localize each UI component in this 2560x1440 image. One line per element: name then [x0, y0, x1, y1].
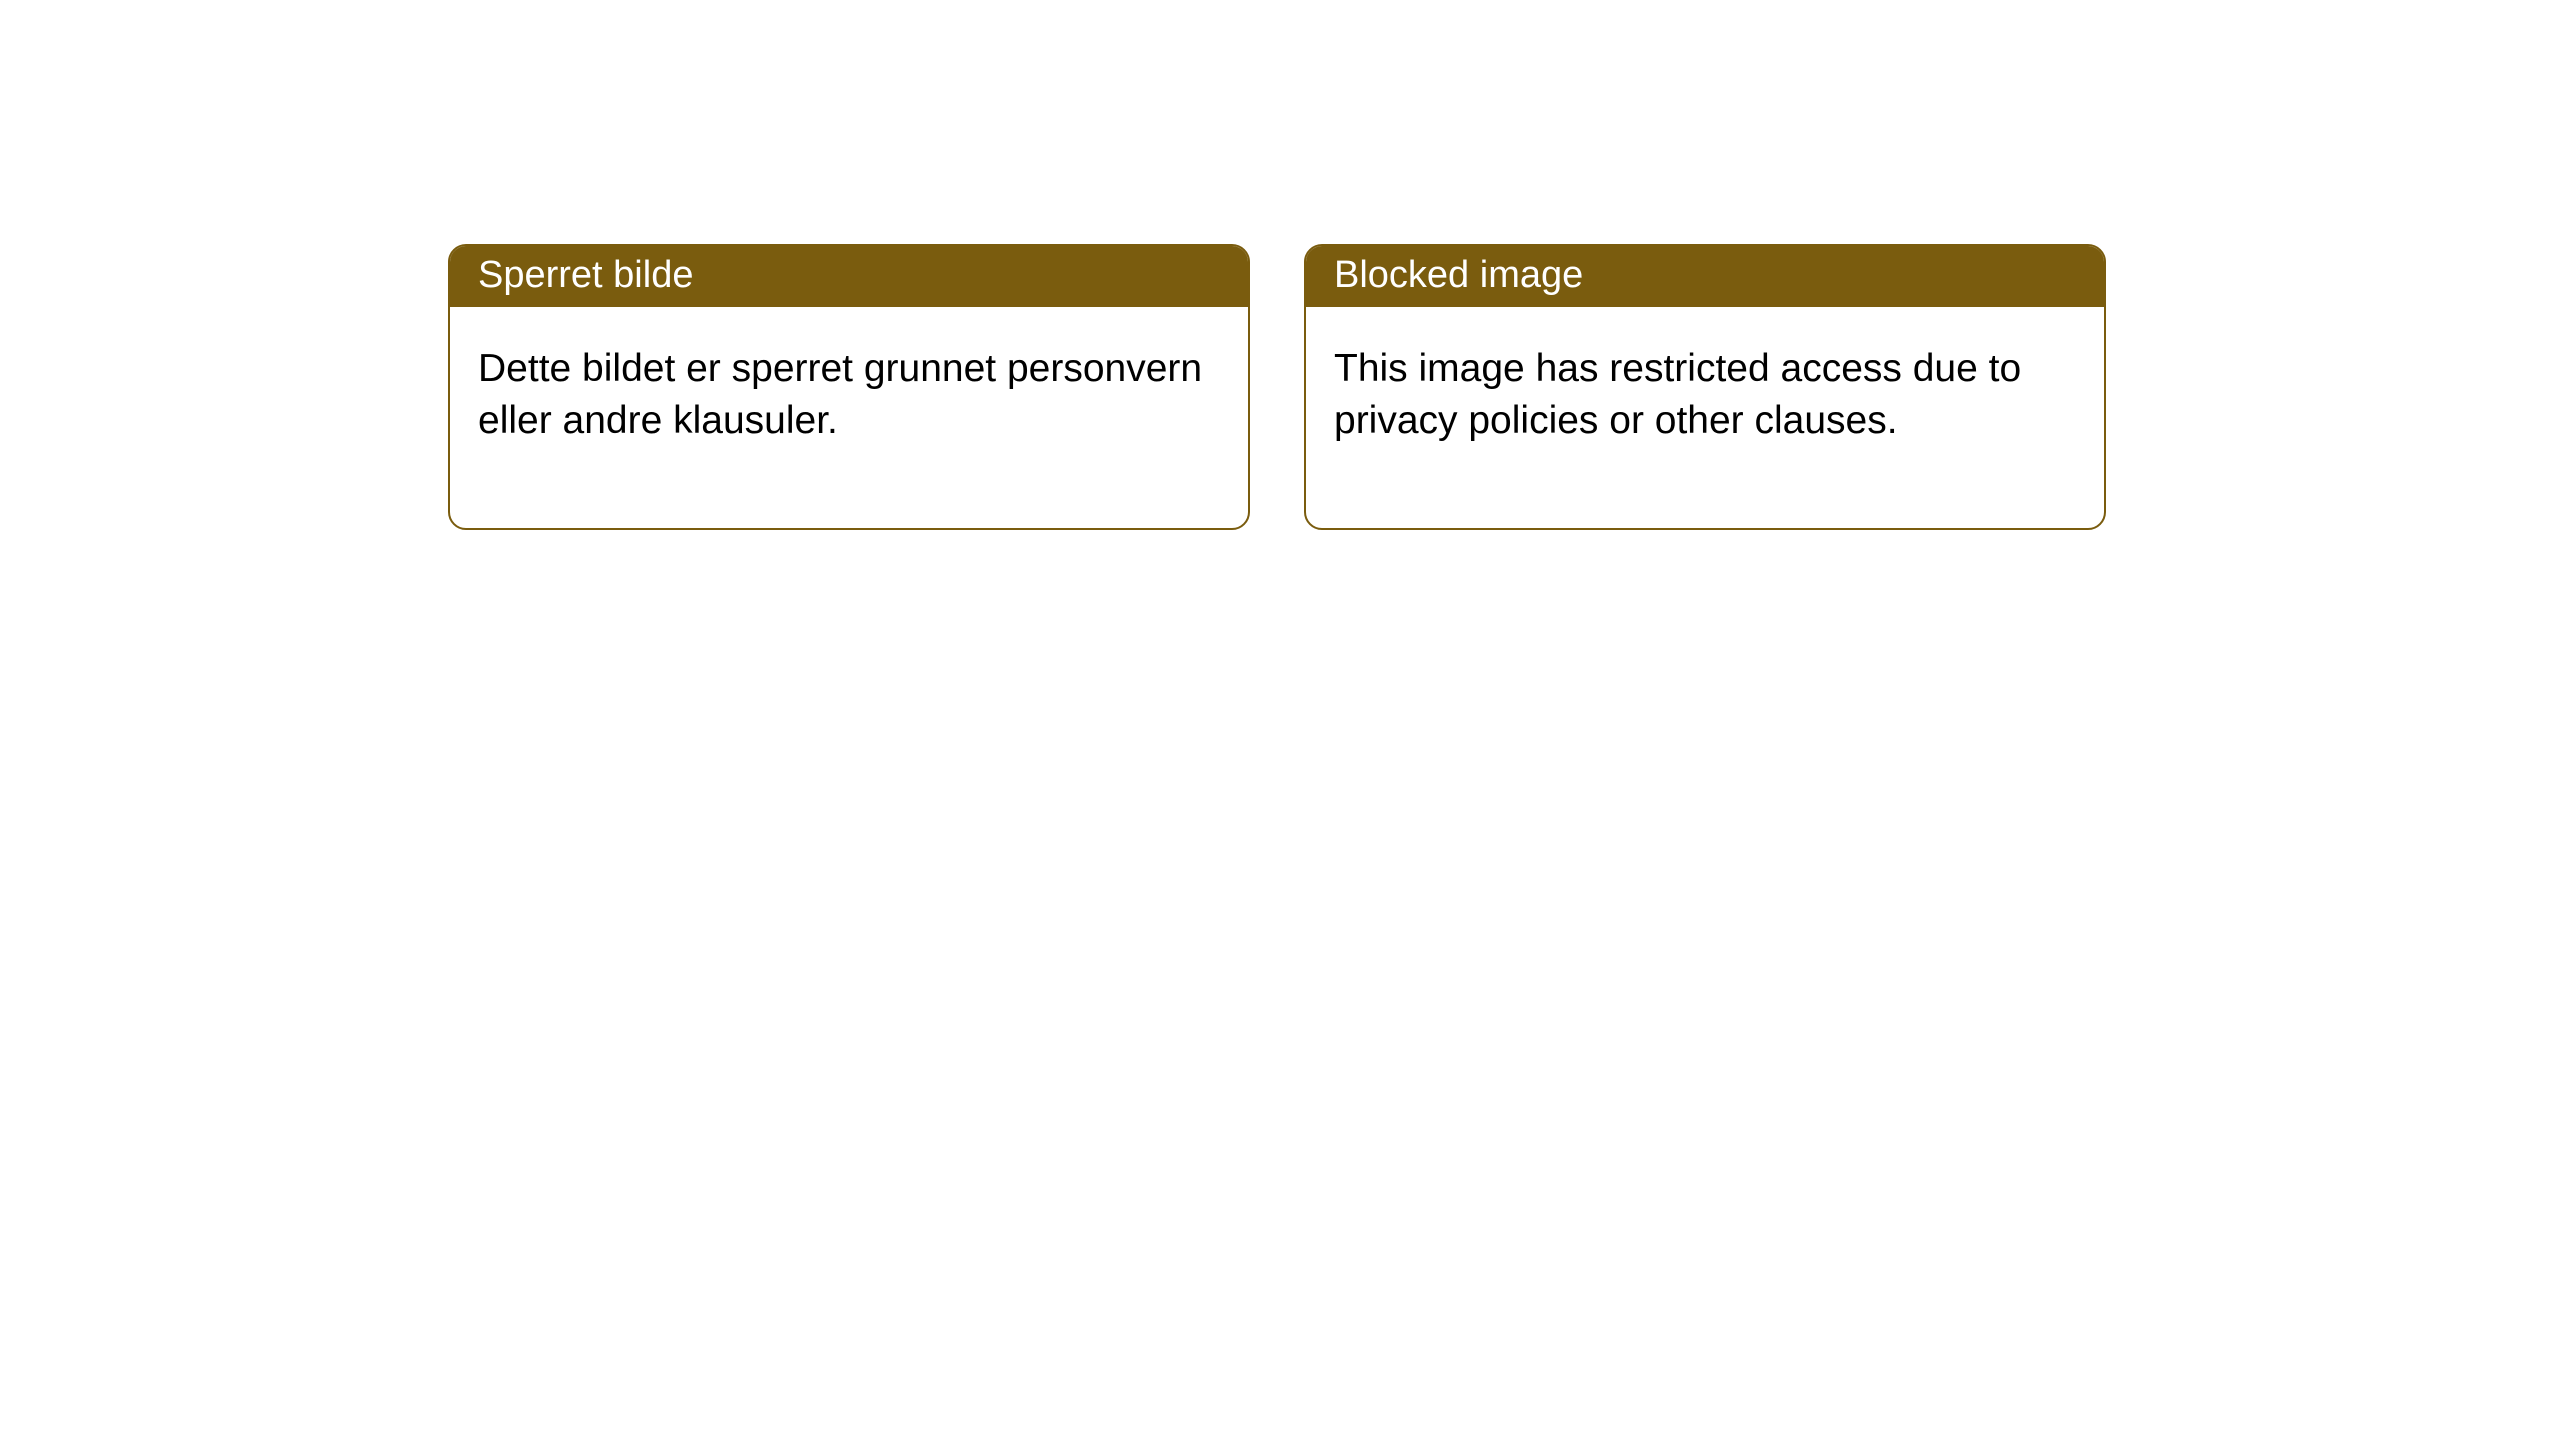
notice-card-norwegian: Sperret bilde Dette bildet er sperret gr… [448, 244, 1250, 530]
notice-container: Sperret bilde Dette bildet er sperret gr… [0, 0, 2560, 530]
notice-header-norwegian: Sperret bilde [450, 246, 1248, 307]
notice-header-english: Blocked image [1306, 246, 2104, 307]
notice-card-english: Blocked image This image has restricted … [1304, 244, 2106, 530]
notice-body-norwegian: Dette bildet er sperret grunnet personve… [450, 307, 1248, 528]
notice-body-english: This image has restricted access due to … [1306, 307, 2104, 528]
